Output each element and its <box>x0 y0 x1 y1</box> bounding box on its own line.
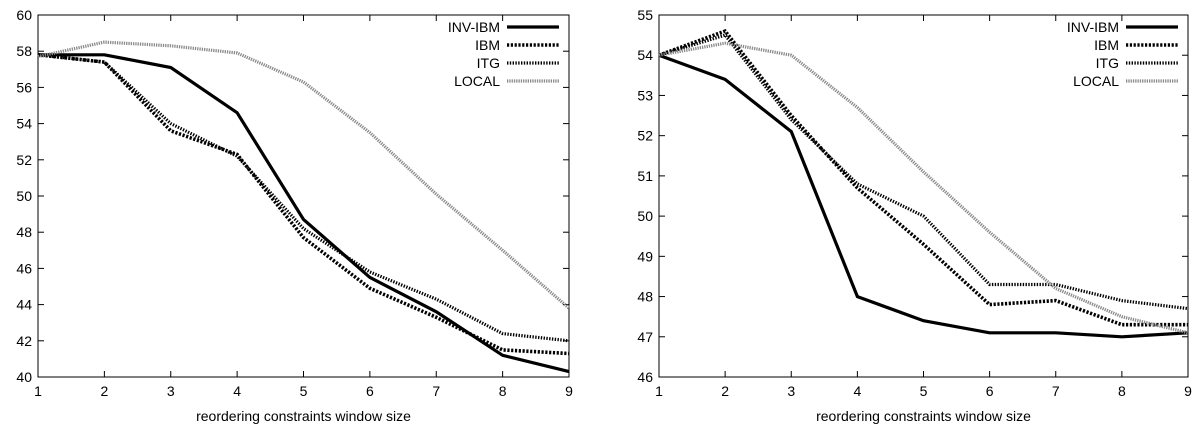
legend-label: LOCAL <box>1073 73 1119 89</box>
y-tick-label: 49 <box>637 248 653 264</box>
x-tick-label: 9 <box>565 383 573 399</box>
legend-label: IBM <box>1094 37 1119 53</box>
x-tick-label: 1 <box>34 383 42 399</box>
x-tick-label: 7 <box>432 383 440 399</box>
y-tick-label: 40 <box>16 369 32 385</box>
x-tick-label: 2 <box>721 383 729 399</box>
x-tick-label: 4 <box>233 383 241 399</box>
y-tick-label: 51 <box>637 168 653 184</box>
x-tick-label: 5 <box>300 383 308 399</box>
y-tick-label: 50 <box>16 188 32 204</box>
series-line-ibm <box>658 28 1188 327</box>
y-tick-label: 50 <box>637 208 653 224</box>
legend-label: LOCAL <box>454 73 500 89</box>
y-tick-label: 58 <box>16 43 32 59</box>
x-tick-label: 8 <box>1118 383 1126 399</box>
y-tick-label: 54 <box>16 116 32 132</box>
y-tick-label: 53 <box>637 87 653 103</box>
series-line-ibm <box>37 53 570 356</box>
x-tick-label: 6 <box>986 383 994 399</box>
y-tick-label: 60 <box>16 7 32 23</box>
y-tick-label: 47 <box>637 329 653 345</box>
x-tick-label: 5 <box>920 383 928 399</box>
x-tick-label: 8 <box>499 383 507 399</box>
legend-label: INV-IBM <box>448 19 500 35</box>
chart-right: 46 47 48 49 50 51 52 53 54 55 1 2 3 4 5 6 7 8 9 reordering … <box>637 7 1192 424</box>
series-line-local <box>658 41 1189 335</box>
y-tick-label: 48 <box>16 224 32 240</box>
series-line-inv-ibm <box>38 53 570 374</box>
x-axis-label: reordering constraints window size <box>196 408 411 424</box>
x-tick-label: 9 <box>1184 383 1192 399</box>
x-tick-label: 6 <box>366 383 374 399</box>
y-tick-label: 54 <box>637 47 653 63</box>
y-tick-label: 46 <box>16 260 32 276</box>
y-tick-label: 52 <box>637 128 653 144</box>
x-tick-label: 2 <box>100 383 108 399</box>
x-tick-label: 3 <box>167 383 175 399</box>
x-tick-label: 4 <box>853 383 861 399</box>
y-tick-label: 44 <box>16 297 32 313</box>
series-line-local <box>37 40 571 310</box>
legend-label: ITG <box>1096 55 1119 71</box>
series-line-itg <box>658 33 1189 311</box>
series-line-itg <box>37 53 570 343</box>
x-tick-label: 7 <box>1052 383 1060 399</box>
x-tick-label: 3 <box>787 383 795 399</box>
y-tick-label: 56 <box>16 79 32 95</box>
x-tick-label: 1 <box>655 383 663 399</box>
legend-label: ITG <box>477 55 500 71</box>
y-tick-label: 55 <box>637 7 653 23</box>
x-axis-label: reordering constraints window size <box>816 408 1031 424</box>
legend-label: IBM <box>475 37 500 53</box>
y-tick-label: 46 <box>637 369 653 385</box>
series-line-inv-ibm <box>658 53 1189 339</box>
y-tick-label: 42 <box>16 333 32 349</box>
legend-label: INV-IBM <box>1067 19 1119 35</box>
y-tick-label: 48 <box>637 289 653 305</box>
y-tick-label: 52 <box>16 152 32 168</box>
